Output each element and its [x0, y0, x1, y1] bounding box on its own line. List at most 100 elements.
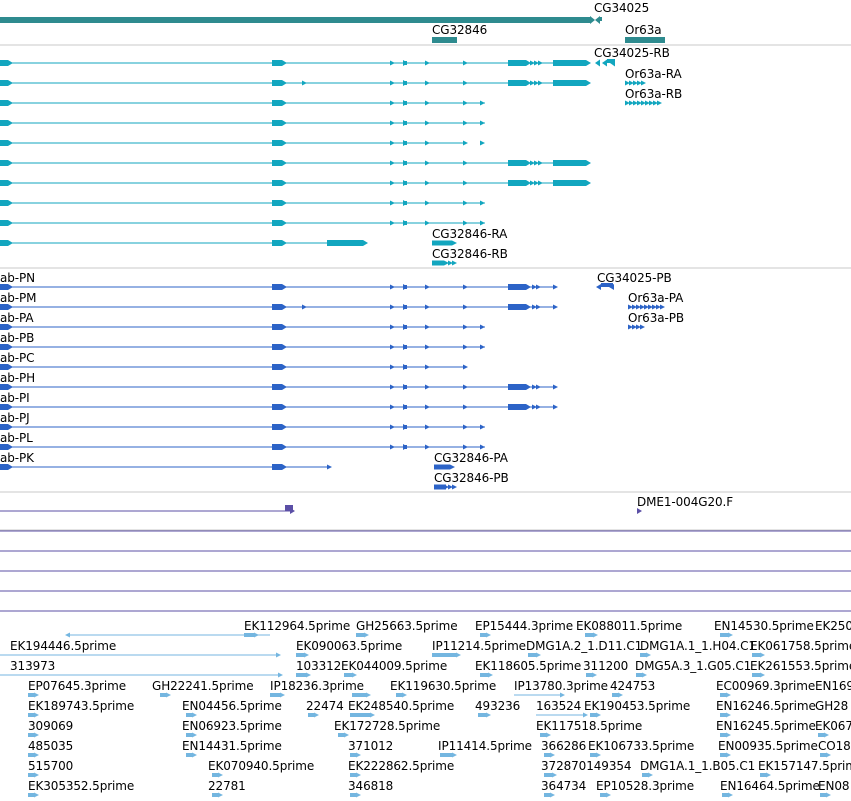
strand-arrow [536, 384, 541, 390]
strand-arrow [8, 444, 13, 450]
strand-arrow [602, 59, 607, 67]
strand-arrow [282, 464, 287, 470]
strand-arrow [352, 672, 357, 678]
exon-box [434, 464, 450, 470]
strand-arrow [390, 80, 395, 86]
strand-arrow [486, 632, 491, 638]
strand-arrow [425, 120, 430, 126]
strand-arrow [8, 304, 13, 310]
strand-arrow [8, 140, 13, 146]
est-block [540, 733, 546, 737]
est-block [480, 633, 486, 637]
strand-arrow [534, 180, 539, 186]
strand-arrow [463, 324, 468, 330]
strand-arrow [553, 404, 558, 410]
strand-arrow [586, 180, 591, 186]
strand-arrow [628, 304, 633, 310]
strand-arrow [486, 712, 491, 718]
strand-arrow [653, 100, 658, 106]
strand-arrow [282, 140, 287, 146]
est-block [28, 713, 34, 717]
strand-arrow [8, 180, 13, 186]
strand-arrow [282, 324, 287, 330]
exon-box [272, 120, 282, 126]
strand-arrow [34, 752, 39, 758]
exon-box [0, 180, 8, 186]
strand-arrow [463, 344, 468, 350]
strand-arrow [34, 712, 39, 718]
strand-arrow [282, 160, 287, 166]
est-block [636, 673, 642, 677]
strand-arrow [364, 632, 369, 638]
strand-arrow [8, 344, 13, 350]
strand-arrow [390, 384, 395, 390]
strand-arrow [633, 80, 638, 86]
est-block [350, 753, 356, 757]
strand-arrow [425, 100, 430, 106]
est-block [818, 733, 824, 737]
strand-arrow [34, 772, 39, 778]
est-block [432, 653, 456, 657]
strand-arrow [390, 200, 395, 206]
strand-arrow [8, 404, 13, 410]
exon-box [272, 284, 282, 290]
exon-box [607, 59, 615, 63]
strand-arrow [304, 652, 309, 658]
exon-box [327, 240, 363, 246]
exon-box [403, 445, 407, 449]
est-block [160, 693, 166, 697]
strand-arrow [532, 404, 537, 410]
strand-arrow [538, 180, 543, 186]
strand-arrow [553, 384, 558, 390]
strand-arrow [8, 284, 13, 290]
exon-box [272, 384, 282, 390]
strand-arrow [390, 304, 395, 310]
est-block [640, 653, 646, 657]
strand-arrow [463, 444, 468, 450]
strand-arrow [314, 712, 319, 718]
strand-arrow [728, 632, 733, 638]
strand-arrow [8, 60, 13, 66]
strand-arrow [596, 712, 601, 718]
exon-box [0, 364, 8, 370]
exon-box [434, 484, 446, 490]
exon-box [0, 140, 8, 146]
strand-arrow [532, 304, 537, 310]
exon-box [553, 60, 586, 66]
est-block [585, 633, 593, 637]
est-block [720, 733, 726, 737]
exon-box [403, 305, 407, 309]
exon-box [508, 284, 526, 290]
exon-box [0, 304, 8, 310]
strand-arrow [425, 404, 430, 410]
est-block [28, 753, 34, 757]
strand-arrow [637, 80, 642, 86]
strand-arrow [390, 120, 395, 126]
exon-box [403, 121, 407, 125]
strand-arrow [606, 792, 611, 798]
strand-arrow [826, 792, 831, 798]
exon-box [272, 424, 282, 430]
strand-arrow [463, 80, 468, 86]
exon-box [403, 201, 407, 205]
exon-box [403, 141, 407, 145]
strand-arrow [425, 344, 430, 350]
strand-arrow [632, 324, 637, 330]
strand-arrow [538, 160, 543, 166]
strand-arrow [282, 200, 287, 206]
strand-arrow [637, 100, 642, 106]
strand-arrow [390, 160, 395, 166]
strand-arrow [488, 672, 493, 678]
exon-box [0, 200, 8, 206]
strand-arrow [282, 344, 287, 350]
strand-arrow [425, 160, 430, 166]
strand-arrow [282, 304, 287, 310]
est-block [590, 753, 596, 757]
strand-arrow [526, 60, 531, 66]
est-block [720, 693, 726, 697]
exon-box [285, 505, 293, 511]
strand-arrow [65, 632, 70, 638]
exon-box [553, 80, 586, 86]
exon-box [508, 60, 526, 66]
strand-arrow [596, 752, 601, 758]
